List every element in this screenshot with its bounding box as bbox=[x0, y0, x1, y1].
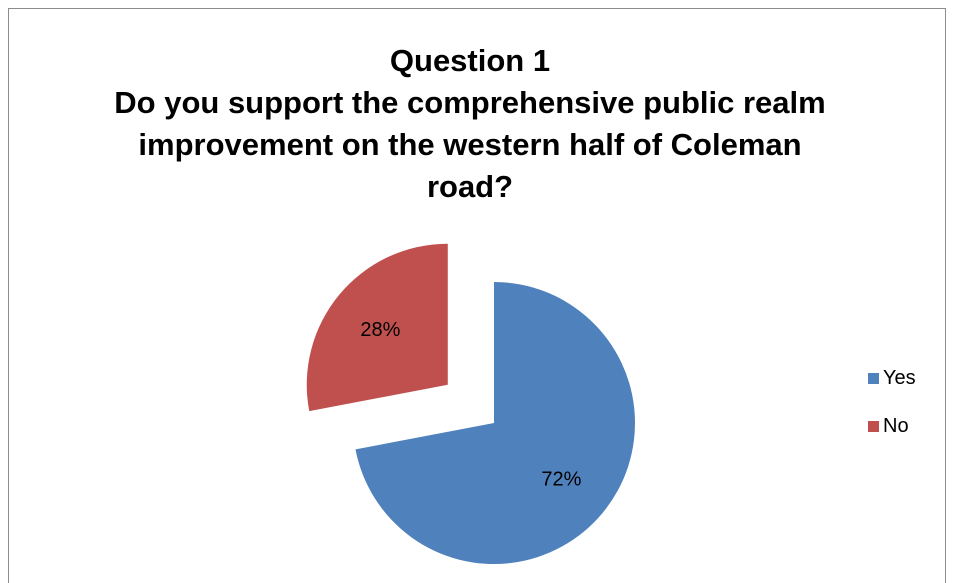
chart-title-line-1: Question 1 bbox=[389, 43, 551, 78]
pie-slice-yes bbox=[355, 282, 635, 564]
legend-label-no: No bbox=[883, 414, 909, 437]
legend-item-no: No bbox=[868, 415, 916, 437]
data-label-yes: 72% bbox=[541, 469, 581, 491]
legend-item-yes: Yes bbox=[868, 367, 916, 389]
data-label-no: 28% bbox=[360, 319, 400, 341]
legend-label-yes: Yes bbox=[883, 366, 916, 389]
legend-swatch-no bbox=[868, 420, 879, 432]
chart-title: Question 1 Do you support the comprehens… bbox=[90, 40, 850, 208]
chart-title-line-2: Do you support the comprehensive public … bbox=[114, 85, 826, 120]
chart-title-line-3: improvement on the western half of Colem… bbox=[138, 127, 802, 162]
pie-slice-no bbox=[306, 243, 448, 412]
legend-swatch-yes bbox=[868, 372, 879, 384]
chart-title-line-4: road? bbox=[426, 169, 514, 204]
legend: Yes No bbox=[868, 367, 916, 463]
